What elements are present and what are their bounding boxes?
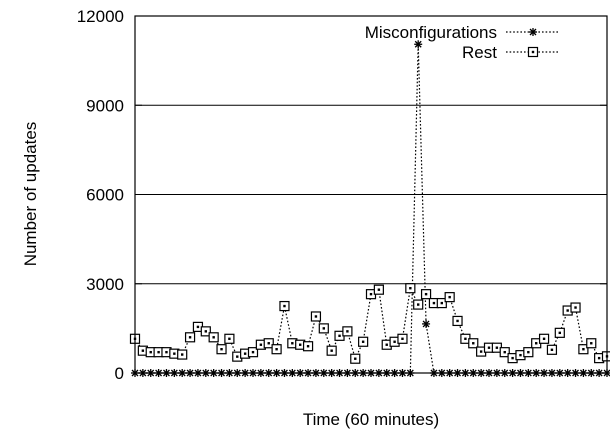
data-point-rest (397, 333, 408, 344)
data-point-rest (184, 332, 196, 343)
y-tick-label: 0 (115, 364, 124, 383)
data-point-rest (358, 336, 369, 347)
data-point-rest (326, 345, 337, 356)
data-point-rest (224, 333, 235, 344)
data-point-rest (586, 338, 597, 349)
grid-lines (135, 104, 607, 285)
data-point-rest (601, 351, 610, 362)
data-point-rest (554, 327, 565, 338)
data-point-rest (452, 315, 463, 327)
legend-label-misconfigurations: Misconfigurations (365, 23, 497, 42)
data-point-rest (200, 326, 211, 337)
y-axis-label: Number of updates (21, 122, 40, 267)
data-point-rest (310, 311, 322, 322)
data-point-rest (468, 338, 479, 349)
data-point-rest (499, 347, 510, 358)
y-tick-label: 9000 (86, 96, 124, 115)
data-point-rest (444, 292, 455, 303)
data-point-misconfigurations (414, 40, 423, 49)
data-point-rest (523, 347, 534, 358)
data-point-rest (538, 333, 550, 344)
data-point-rest (405, 283, 416, 294)
data-point-rest (578, 344, 589, 355)
data-point-rest (279, 300, 290, 312)
series-line-misconfigurations (135, 44, 607, 374)
data-point-rest (271, 344, 282, 355)
legend-marker-misconfigurations (529, 28, 537, 36)
data-point-rest (318, 323, 329, 334)
data-point-rest (247, 347, 259, 358)
data-point-rest (342, 326, 353, 337)
legend: Misconfigurations Rest (365, 23, 560, 62)
data-point-rest (413, 299, 424, 310)
y-tick-label: 6000 (86, 186, 124, 205)
legend-marker-rest (527, 46, 539, 58)
y-tick-label: 3000 (86, 275, 124, 294)
data-point-rest (546, 344, 558, 355)
data-point-rest (570, 302, 581, 313)
x-axis-label: Time (60 minutes) (303, 410, 439, 429)
data-point-rest (263, 338, 274, 349)
data-point-rest (373, 284, 384, 295)
data-point-rest (302, 341, 314, 352)
data-point-rest (177, 349, 188, 360)
data-point-rest (208, 332, 219, 343)
y-axis: 0 3000 6000 9000 12000 (77, 7, 607, 383)
data-point-rest (216, 344, 227, 355)
series-layer (129, 40, 610, 377)
y-tick-label: 12000 (77, 7, 124, 26)
data-point-rest (436, 297, 447, 309)
data-point-rest (350, 353, 361, 364)
legend-label-rest: Rest (462, 43, 497, 62)
data-point-rest (420, 289, 432, 300)
data-point-misconfigurations (422, 319, 431, 328)
